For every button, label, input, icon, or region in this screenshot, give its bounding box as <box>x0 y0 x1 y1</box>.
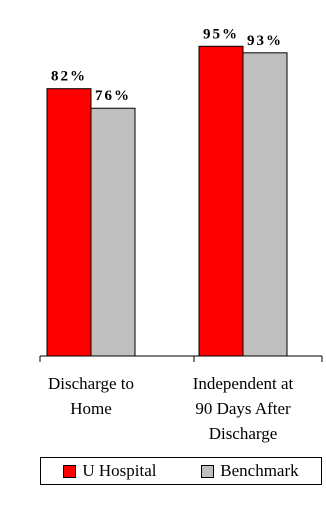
bar-1-0 <box>198 45 244 357</box>
legend-swatch-u-hospital <box>63 464 77 478</box>
data-label-1-0: 95% <box>203 26 239 42</box>
category-label-1: Independent at 90 Days After Discharge <box>192 374 294 443</box>
legend-item-u-hospital: U Hospital <box>63 461 157 481</box>
bar-0-1 <box>90 107 136 357</box>
data-label-0-0: 82% <box>51 69 87 85</box>
legend-label-benchmark: Benchmark <box>220 461 299 480</box>
legend: U Hospital Benchmark <box>40 457 322 485</box>
legend-label-u-hospital: U Hospital <box>82 461 157 480</box>
bar-0-0 <box>46 88 92 357</box>
data-label-1-1: 93% <box>247 33 283 49</box>
bar-1-1 <box>242 52 288 357</box>
legend-swatch-benchmark <box>201 464 215 478</box>
legend-item-benchmark: Benchmark <box>201 461 299 481</box>
data-label-0-1: 76% <box>95 88 131 104</box>
category-label-0: Discharge to Home <box>47 374 135 418</box>
